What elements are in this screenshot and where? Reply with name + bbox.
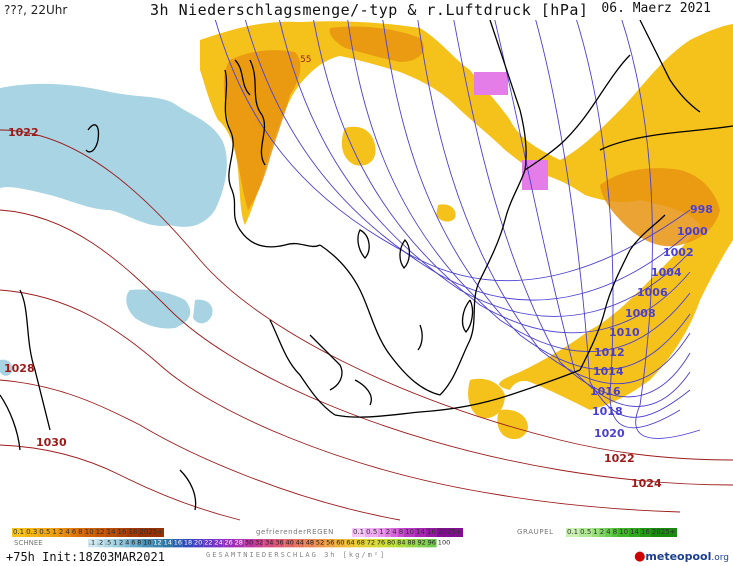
isobar-label-1010: 1010 [609, 326, 640, 339]
isobar-label-1022-east: 1022 [604, 452, 635, 465]
rain-scale: 0.1 0.3 0.5 1 2 4 6 8 10 12 14 16 18 202… [12, 528, 165, 537]
legend-panel: 0.1 0.3 0.5 1 2 4 6 8 10 12 14 16 18 202… [0, 524, 733, 566]
isobar-labels: 998 1000 1002 1004 1006 1008 1010 1012 1… [4, 55, 713, 490]
isobar-label-1022-west: 1022 [8, 126, 39, 139]
snow-label: SCHNEE [14, 539, 43, 547]
isobar-label-1014: 1014 [593, 365, 624, 378]
map-header: ???, 22Uhr 3h Niederschlagsmenge/-typ & … [0, 0, 733, 20]
graupel-scale: 0.1 0.5 1 2 4 8 10 14 16 2025+ [566, 528, 677, 537]
freezing-rain-scale: 0.1 0.5 1 2 4 8 10 14 16 2025+ [352, 528, 463, 537]
heavy-rain-area [223, 26, 720, 247]
isobar-label-1016: 1016 [590, 385, 621, 398]
isobar-label-1018: 1018 [592, 405, 623, 418]
isobar-label-1006: 1006 [637, 286, 668, 299]
total-precip-scale: .1 .2 .5 1 2 4 6 8 10 12 14 16 18 20 22 … [88, 539, 452, 548]
isobar-label-1000: 1000 [677, 225, 708, 238]
brand-dot-icon: ● [634, 549, 646, 564]
graupel-label: GRAUPEL [517, 528, 554, 536]
isobar-label-1002: 1002 [663, 246, 694, 259]
isobar-label-1020: 1020 [594, 427, 625, 440]
coastlines [0, 19, 733, 511]
isobar-label-998: 998 [690, 203, 713, 216]
isobar-label-1012: 1012 [594, 346, 625, 359]
brand-logo: ●meteopool.org [634, 549, 729, 564]
forecast-date: 06. Maerz 2021 [601, 1, 711, 16]
freezing-rain-label: gefrierenderREGEN [256, 528, 335, 536]
total-precip-label: GESAMTNIEDERSCHLAG 3h [kg/m²] [206, 551, 387, 559]
snow-precip-area [0, 83, 227, 376]
isobar-label-1008: 1008 [625, 307, 656, 320]
map-title: 3h Niederschlagsmenge/-typ & r.Luftdruck… [150, 1, 589, 19]
init-time: +75h Init:18Z03MAR2021 [6, 550, 165, 564]
isobar-label-1030: 1030 [36, 436, 67, 449]
valid-time: ???, 22Uhr [4, 3, 68, 17]
isobars-high [0, 129, 733, 521]
isobar-label-1028: 1028 [4, 362, 35, 375]
isobar-label-1004: 1004 [651, 266, 682, 279]
isobars-low [209, 0, 701, 439]
isobar-label-small: 55 [300, 55, 311, 65]
isobar-label-1024: 1024 [631, 477, 662, 490]
